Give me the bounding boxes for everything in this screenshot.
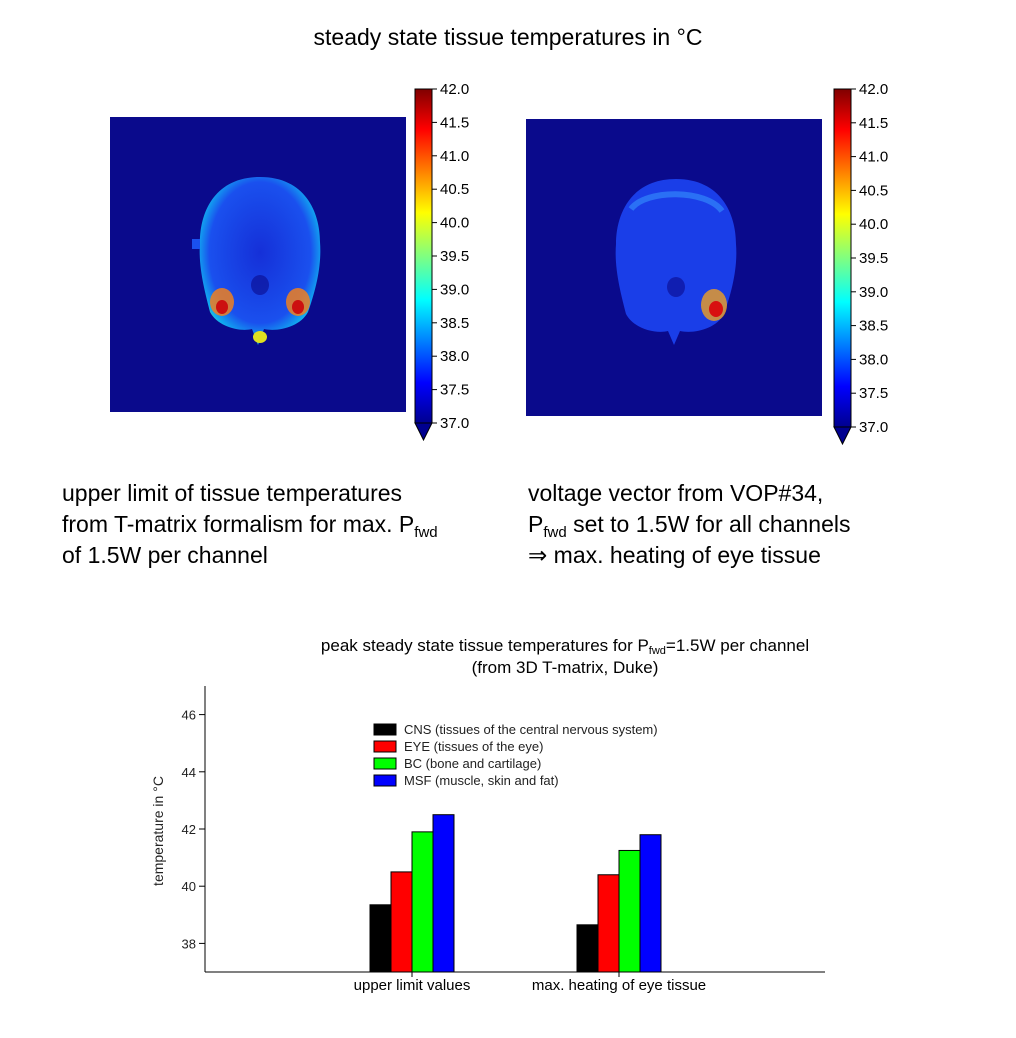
left-head-image <box>192 177 321 345</box>
right-caption: voltage vector from VOP#34, Pfwd set to … <box>528 478 998 571</box>
right-caption-line2: Pfwd set to 1.5W for all channels <box>528 511 851 541</box>
legend-swatch <box>373 740 397 753</box>
legend-label: EYE (tissues of the eye) <box>404 739 543 754</box>
right-colorbar-tick-label: 40.5 <box>859 182 888 199</box>
right-colorbar-tick-label: 39.5 <box>859 250 888 267</box>
left-colorbar-tick-label: 37.0 <box>440 415 469 432</box>
right-colorbar-tick-label: 37.0 <box>859 419 888 436</box>
right-colorbar-tick-label: 38.5 <box>859 318 888 335</box>
left-caption-line1: upper limit of tissue temperatures <box>62 480 403 506</box>
left-colorbar-tick-label: 38.0 <box>440 348 469 365</box>
left-colorbar-tick-label: 42.0 <box>440 81 469 98</box>
right-colorbar-tick-label: 37.5 <box>859 385 888 402</box>
left-colorbar-tick-label: 38.5 <box>440 315 469 332</box>
left-colorbar: 42.0 41.5 41.0 40.5 40.0 39.5 39.0 38.5 38.0 37.5… <box>414 81 469 442</box>
chart-subtitle: (from 3D T-matrix, Duke) <box>471 658 659 677</box>
legend-swatch <box>373 774 397 787</box>
left-colorbar-tick-label: 39.0 <box>440 281 469 298</box>
bar-bc <box>618 849 641 973</box>
right-colorbar: 42.0 41.5 41.0 40.5 40.0 39.5 39.0 38.5 38.0 37.5… <box>833 81 888 446</box>
y-tick-label: 38 <box>182 936 196 951</box>
bar-cns <box>369 904 392 973</box>
bar-eye <box>390 871 413 973</box>
left-caption-line2: from T-matrix formalism for max. Pfwd <box>62 511 438 541</box>
left-colorbar-tick-label: 41.0 <box>440 148 469 165</box>
bar-cns <box>576 924 599 973</box>
right-heatmap <box>526 119 822 416</box>
left-caption: upper limit of tissue temperatures from … <box>62 478 512 571</box>
legend-label: CNS (tissues of the central nervous syst… <box>404 722 658 737</box>
y-tick-label: 40 <box>182 879 196 894</box>
legend-swatch <box>373 757 397 770</box>
right-head-image <box>615 179 737 345</box>
main-title: steady state tissue temperatures in °C <box>313 24 703 50</box>
y-tick-label: 46 <box>182 708 196 723</box>
bar-eye <box>597 874 620 973</box>
chart-title-line: peak steady state tissue temperatures fo… <box>320 636 810 657</box>
left-colorbar-tick-label: 41.5 <box>440 114 469 131</box>
right-colorbar-tick-label: 40.0 <box>859 216 888 233</box>
left-colorbar-tick-label: 40.0 <box>440 215 469 232</box>
legend-swatch <box>373 723 397 736</box>
left-colorbar-tick-label: 39.5 <box>440 248 469 265</box>
bar-msf <box>639 834 662 973</box>
right-colorbar-tick-label: 41.0 <box>859 149 888 166</box>
left-caption-line3: of 1.5W per channel <box>62 542 268 568</box>
right-colorbar-tick-label: 38.0 <box>859 351 888 368</box>
right-colorbar-tick-label: 42.0 <box>859 81 888 98</box>
implies-arrow-icon: ⇒ <box>528 542 548 568</box>
right-colorbar-tick-label: 39.0 <box>859 284 888 301</box>
right-caption-line1: voltage vector from VOP#34, <box>528 480 824 506</box>
y-tick-label: 44 <box>182 765 196 780</box>
x-tick-label: max. heating of eye tissue <box>532 977 706 994</box>
right-caption-line3: ⇒ max. heating of eye tissue <box>528 542 821 568</box>
right-colorbar-tick-label: 41.5 <box>859 115 888 132</box>
left-heatmap <box>110 117 406 412</box>
bar-bc <box>411 831 434 973</box>
chart-title: peak steady state tissue temperatures fo… <box>205 635 925 679</box>
x-tick-label: upper limit values <box>354 977 471 994</box>
legend-label: MSF (muscle, skin and fat) <box>404 773 559 788</box>
legend-label: BC (bone and cartilage) <box>404 756 541 771</box>
y-tick-label: 42 <box>182 822 196 837</box>
left-colorbar-tick-label: 40.5 <box>440 181 469 198</box>
left-colorbar-tick-label: 37.5 <box>440 382 469 399</box>
y-axis-label: temperature in °C <box>150 776 166 886</box>
bar-msf <box>432 814 455 973</box>
